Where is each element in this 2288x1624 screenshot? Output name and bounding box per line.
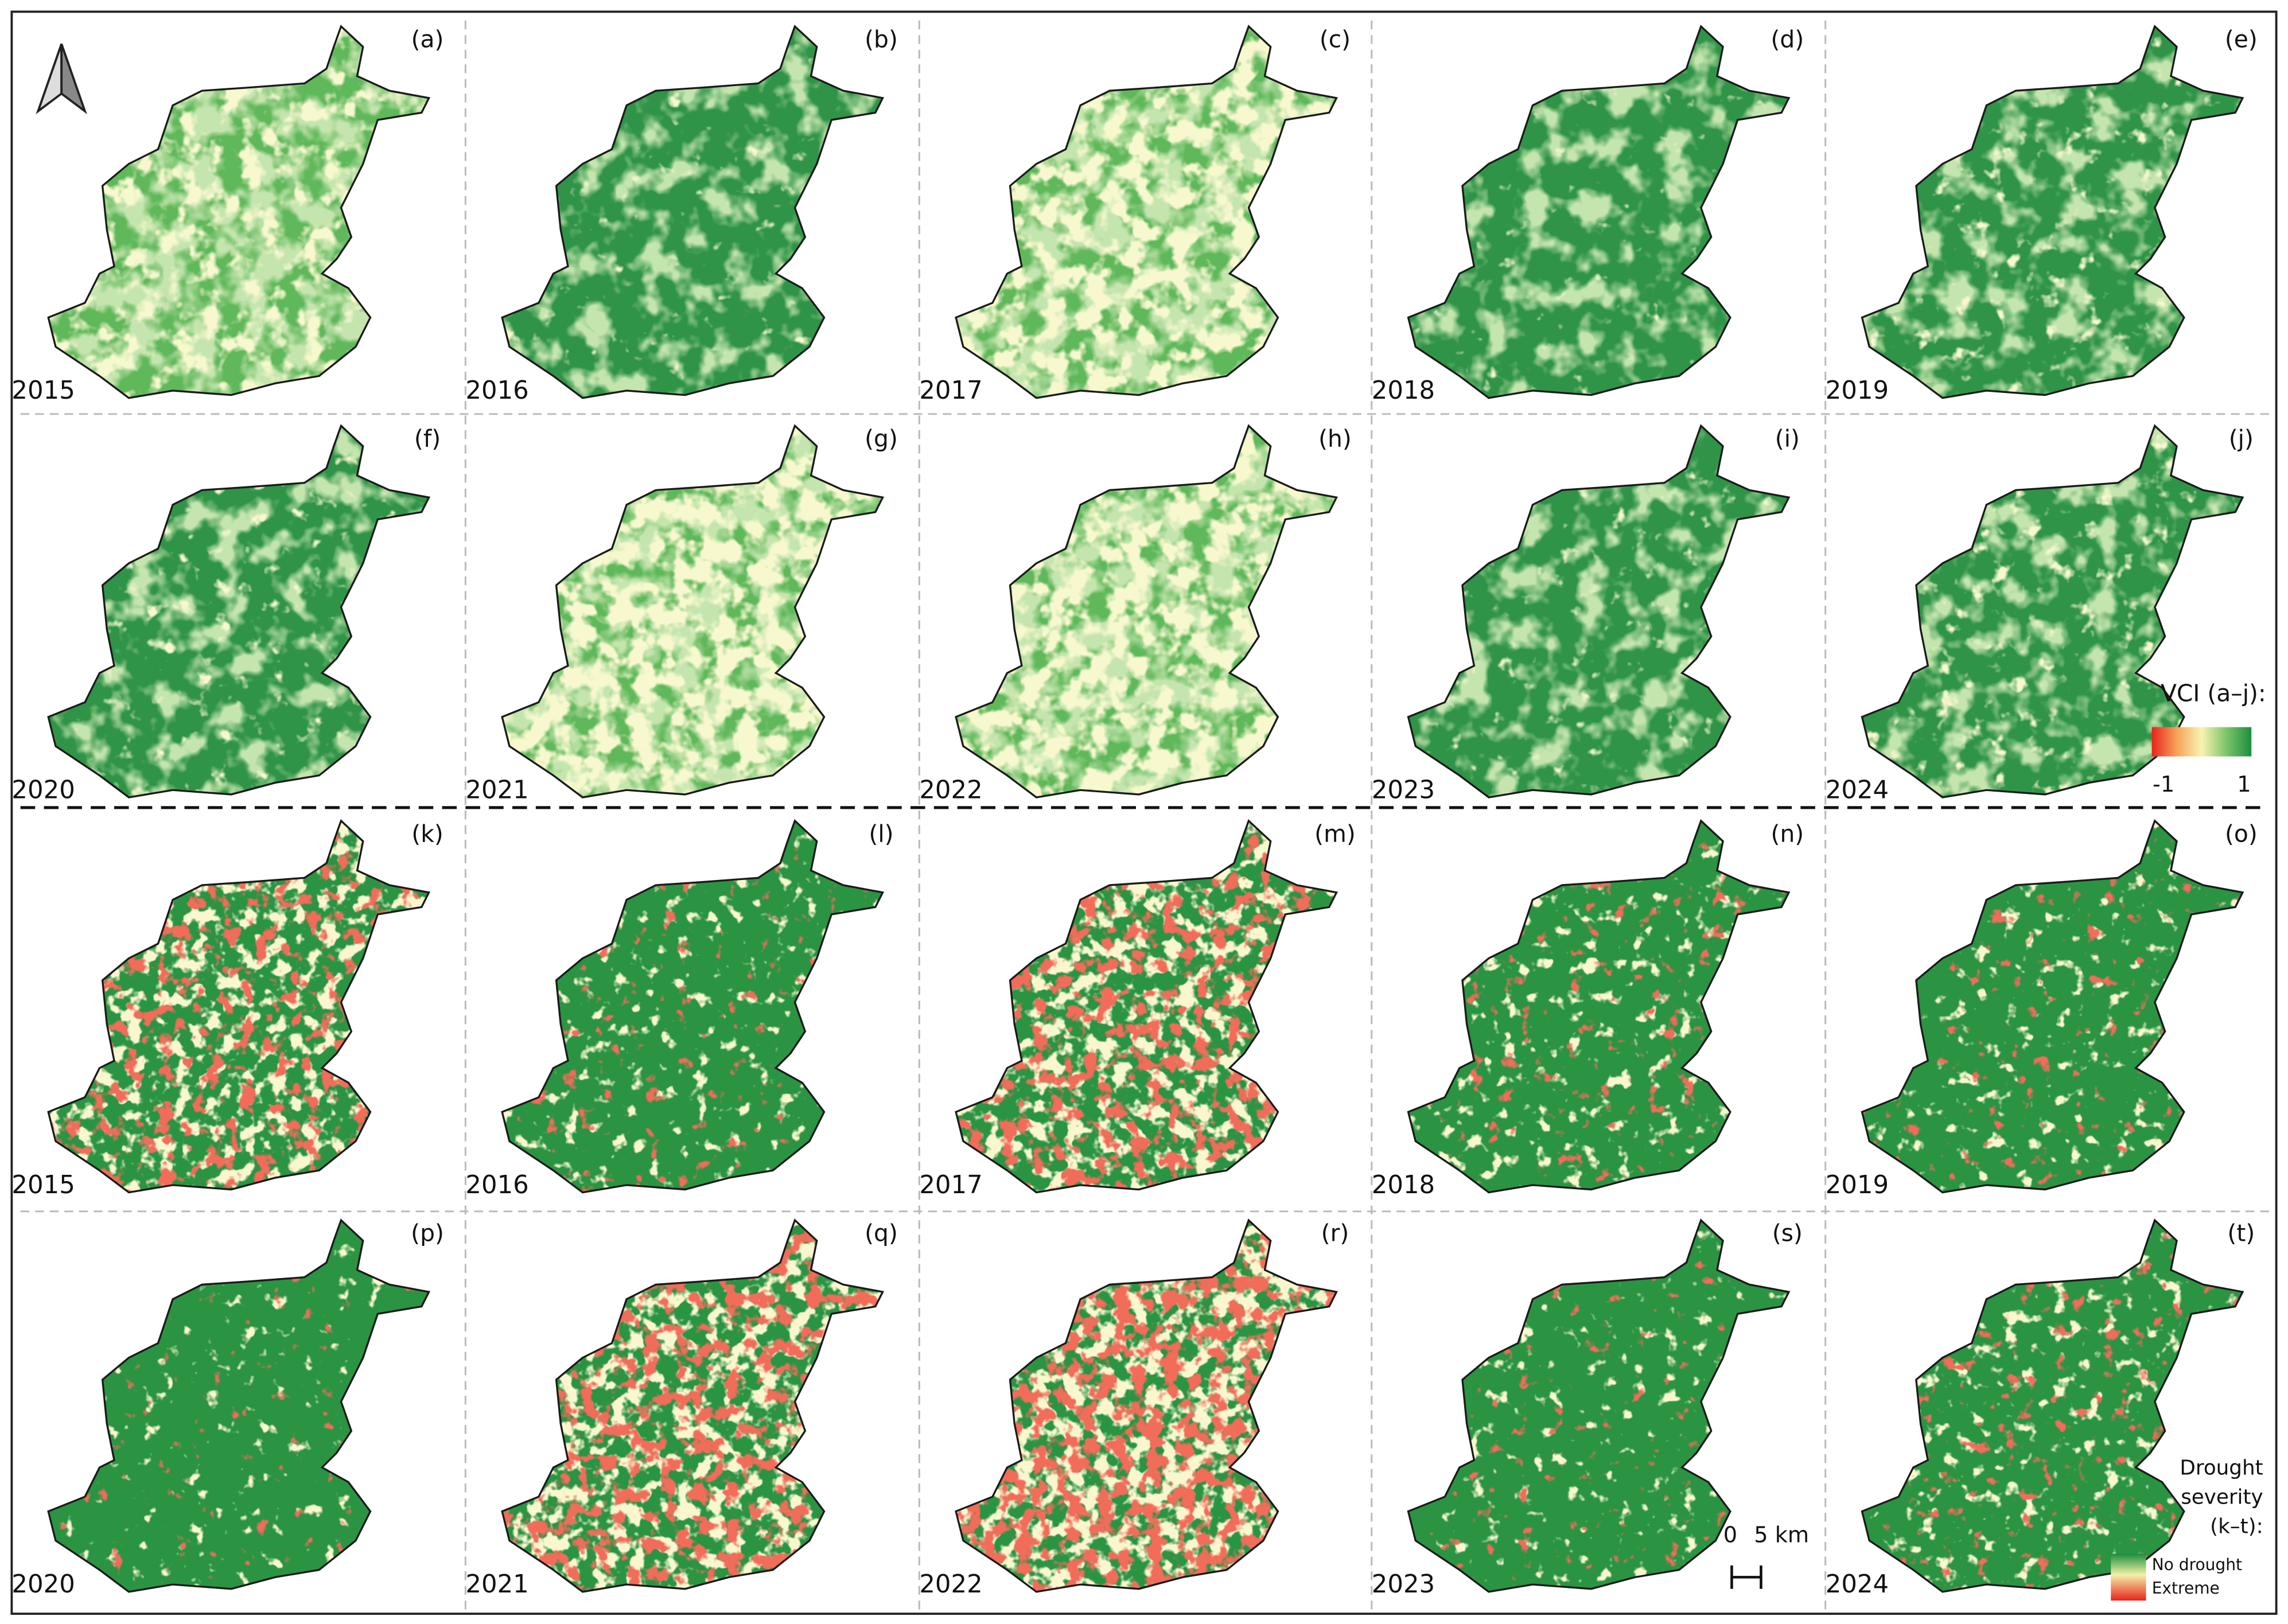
year-label: 2015 <box>11 376 75 405</box>
year-label: 2017 <box>919 376 982 405</box>
vci-legend-min: -1 <box>2153 772 2174 797</box>
vci-colorbar <box>2151 727 2252 757</box>
panel-label: (l) <box>869 820 893 847</box>
vci-legend: VCI (a–j): -1 1 <box>2151 679 2266 797</box>
year-label: 2016 <box>465 1171 528 1199</box>
year-label: 2019 <box>1826 1171 1889 1199</box>
panel-label: (d) <box>1771 25 1804 53</box>
scale-start: 0 <box>1723 1522 1737 1548</box>
panel-label: (b) <box>865 25 898 53</box>
year-label: 2020 <box>11 776 75 804</box>
panel-label: (n) <box>1771 820 1804 847</box>
panel-label: (f) <box>414 425 441 453</box>
separators <box>20 20 2269 1610</box>
year-label: 2015 <box>11 1171 75 1199</box>
north-arrow <box>36 43 87 115</box>
panel-label: (e) <box>2225 25 2258 53</box>
year-label: 2016 <box>465 376 528 405</box>
year-label: 2021 <box>465 776 528 804</box>
year-label: 2022 <box>919 1570 982 1599</box>
year-label: 2023 <box>1372 1570 1435 1599</box>
drought-legend-title: (k–t): <box>2210 1515 2263 1539</box>
panel-label: (g) <box>865 425 898 453</box>
vci-legend-max: 1 <box>2237 772 2251 797</box>
panel-label: (i) <box>1775 425 1800 453</box>
year-label: 2024 <box>1826 776 1889 804</box>
year-label: 2017 <box>919 1171 982 1199</box>
panel-label: (j) <box>2229 425 2254 453</box>
panel-label: (s) <box>1772 1220 1803 1247</box>
year-label: 2022 <box>919 776 982 804</box>
panel-label: (a) <box>411 25 444 53</box>
scale-end: 5 km <box>1754 1522 1809 1548</box>
drought-colorbar <box>2111 1553 2146 1601</box>
panel-label: (r) <box>1321 1220 1349 1247</box>
panel-label: (h) <box>1318 425 1352 453</box>
vci-legend-title: VCI (a–j): <box>2161 679 2266 707</box>
panel-label: (m) <box>1314 820 1356 847</box>
panel-label: (k) <box>411 820 443 847</box>
drought-legend: Drought severity (k–t): No drought Extre… <box>2111 1456 2263 1601</box>
panel-label: (o) <box>2225 820 2258 847</box>
drought-legend-low: Extreme <box>2152 1579 2220 1598</box>
year-label: 2019 <box>1826 376 1889 405</box>
year-label: 2021 <box>465 1570 528 1599</box>
year-label: 2023 <box>1372 776 1435 804</box>
drought-legend-title: severity <box>2181 1486 2263 1509</box>
scale-bar: 0 5 km <box>1723 1522 1809 1589</box>
panel-label: (c) <box>1320 25 1351 53</box>
year-label: 2024 <box>1826 1570 1889 1599</box>
year-label: 2018 <box>1372 376 1435 405</box>
year-label: 2020 <box>11 1570 75 1599</box>
year-label: 2018 <box>1372 1171 1435 1199</box>
panel-label: (t) <box>2227 1220 2255 1247</box>
panel-label: (p) <box>411 1220 444 1247</box>
panel-label: (q) <box>865 1220 898 1247</box>
drought-legend-high: No drought <box>2152 1555 2242 1574</box>
drought-legend-title: Drought <box>2180 1456 2263 1480</box>
